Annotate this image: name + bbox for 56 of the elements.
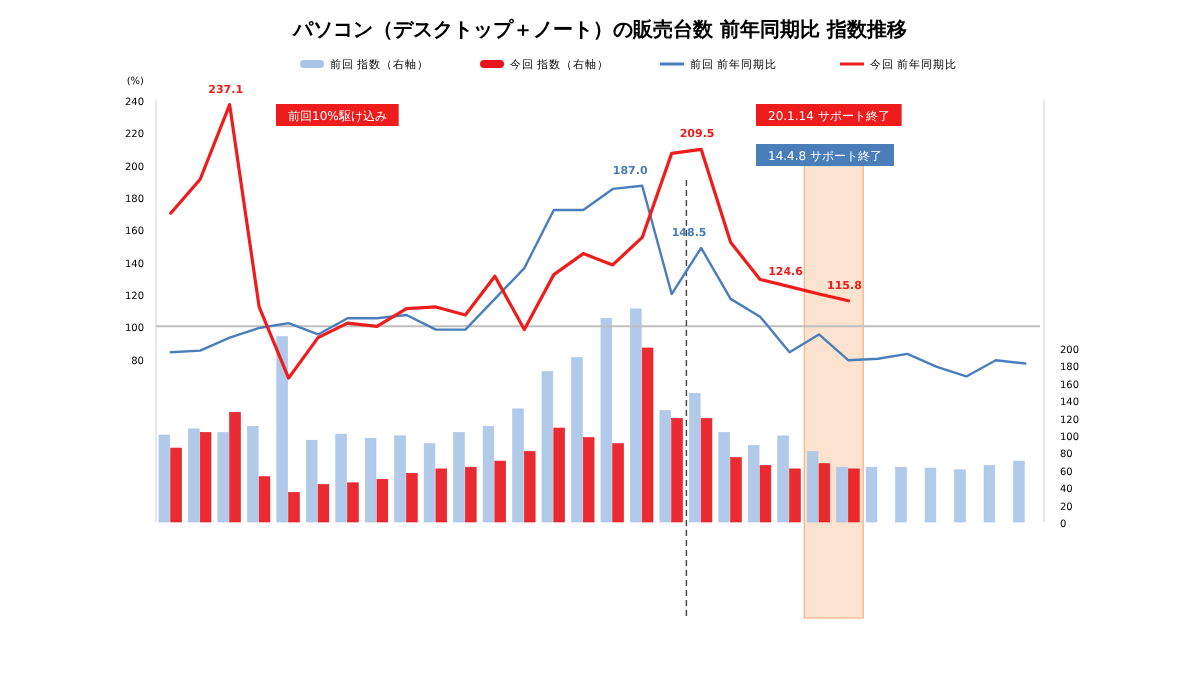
bar bbox=[571, 357, 583, 523]
bar bbox=[689, 392, 701, 523]
bar bbox=[305, 439, 318, 523]
bar bbox=[453, 432, 465, 523]
bar bbox=[347, 482, 359, 523]
bar bbox=[659, 410, 671, 523]
bar bbox=[641, 347, 654, 523]
bar bbox=[836, 466, 848, 523]
bar bbox=[954, 469, 966, 523]
bar bbox=[777, 435, 789, 523]
bar bbox=[188, 428, 200, 523]
bar bbox=[865, 466, 878, 523]
bar bbox=[258, 476, 271, 523]
bar bbox=[170, 447, 182, 523]
bar bbox=[335, 433, 347, 523]
bar bbox=[524, 451, 536, 523]
bar bbox=[229, 412, 241, 523]
chart-title: パソコン（デスクトップ＋ノート）の販売台数 前年同期比 指数推移 bbox=[291, 18, 907, 42]
bar bbox=[217, 432, 229, 523]
bar bbox=[848, 468, 860, 523]
bar bbox=[435, 468, 448, 523]
bar bbox=[406, 472, 418, 523]
bar bbox=[394, 435, 406, 523]
bar bbox=[247, 425, 259, 523]
bar bbox=[983, 465, 996, 523]
bar bbox=[364, 438, 377, 523]
bar bbox=[288, 492, 300, 523]
bar bbox=[1013, 460, 1025, 523]
bar bbox=[317, 484, 330, 523]
bar bbox=[759, 465, 772, 523]
bar bbox=[553, 427, 565, 523]
bar bbox=[199, 432, 212, 523]
bar bbox=[818, 463, 831, 523]
bar bbox=[465, 466, 477, 523]
bar bbox=[582, 437, 595, 523]
bar bbox=[512, 408, 524, 523]
bar bbox=[747, 445, 760, 523]
bar bbox=[541, 371, 554, 523]
bar bbox=[423, 443, 436, 523]
bar bbox=[376, 479, 389, 523]
bar bbox=[671, 418, 683, 523]
bar bbox=[789, 468, 801, 523]
bar bbox=[806, 451, 819, 523]
bar bbox=[600, 318, 613, 523]
bar bbox=[630, 308, 642, 523]
bar bbox=[494, 460, 506, 523]
line-series bbox=[169, 184, 1027, 378]
bar bbox=[276, 336, 288, 523]
bar bbox=[612, 443, 624, 523]
bar bbox=[158, 434, 171, 523]
bar bbox=[718, 432, 730, 523]
bar bbox=[895, 466, 907, 523]
bar bbox=[482, 425, 495, 523]
bar bbox=[730, 457, 742, 523]
bar bbox=[700, 418, 713, 523]
bar bbox=[924, 467, 937, 523]
